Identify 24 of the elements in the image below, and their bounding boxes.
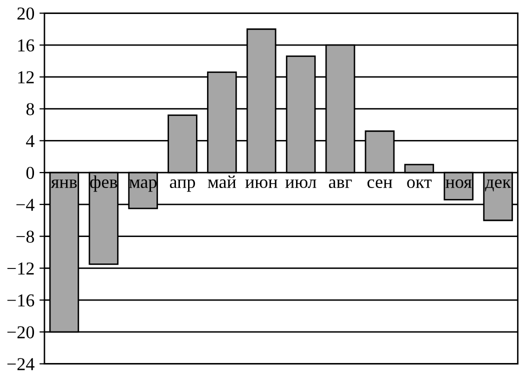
x-tick-label: май [208,176,236,188]
x-tick-label: авг [328,179,352,188]
x-tick-label: дек [485,179,512,192]
y-tick-label: 16 [18,39,34,52]
y-tick-label: −12 [7,262,34,274]
y-tick-label: 4 [26,135,34,147]
x-tick-label: ноя [446,179,472,188]
x-tick-label: фев [90,175,118,192]
y-tick-label: 0 [26,166,34,180]
y-tick-label: −8 [16,230,34,243]
x-tick-label: сен [367,179,392,188]
x-tick-label: июл [285,179,316,188]
y-tick-label: −20 [7,326,34,338]
x-tick-label: апр [170,179,196,192]
x-tick-label: янв [50,180,77,188]
y-tick-label: −24 [7,358,34,370]
x-tick-label: мар [129,179,157,192]
y-tick-label: −4 [16,198,34,211]
y-tick-label: −16 [7,294,34,306]
y-tick-label: 12 [18,71,34,84]
x-tick-label: окт [407,179,432,188]
x-tick-label: июн [245,179,278,188]
y-tick-label: 8 [26,103,34,116]
y-tick-label: 20 [17,7,34,20]
